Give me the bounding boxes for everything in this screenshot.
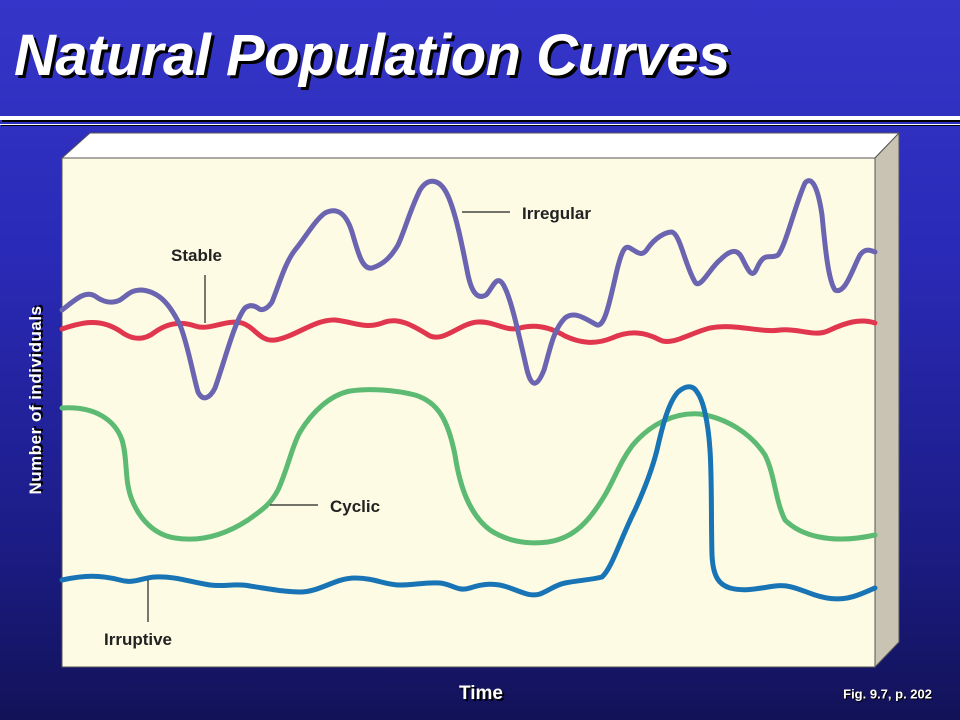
panel-side <box>874 131 900 669</box>
label-cyclic: Cyclic <box>330 497 380 516</box>
panel-top <box>60 132 901 159</box>
label-irruptive: Irruptive <box>104 630 172 649</box>
figure-reference: Fig. 9.7, p. 202 <box>843 686 932 702</box>
series-line-cyclic <box>59 387 878 546</box>
title-rule <box>0 116 960 120</box>
slide-title: Natural Population Curves <box>14 23 730 88</box>
label-irregular: Irregular <box>522 204 591 223</box>
series-line-irregular <box>59 178 878 401</box>
title-rule-thin <box>0 124 960 125</box>
x-axis-label: Time <box>458 683 504 704</box>
series-line-irruptive <box>59 384 878 602</box>
label-stable: Stable <box>171 246 222 265</box>
series-line-stable <box>59 317 878 345</box>
y-axis-label: Number of individuals <box>26 305 45 495</box>
